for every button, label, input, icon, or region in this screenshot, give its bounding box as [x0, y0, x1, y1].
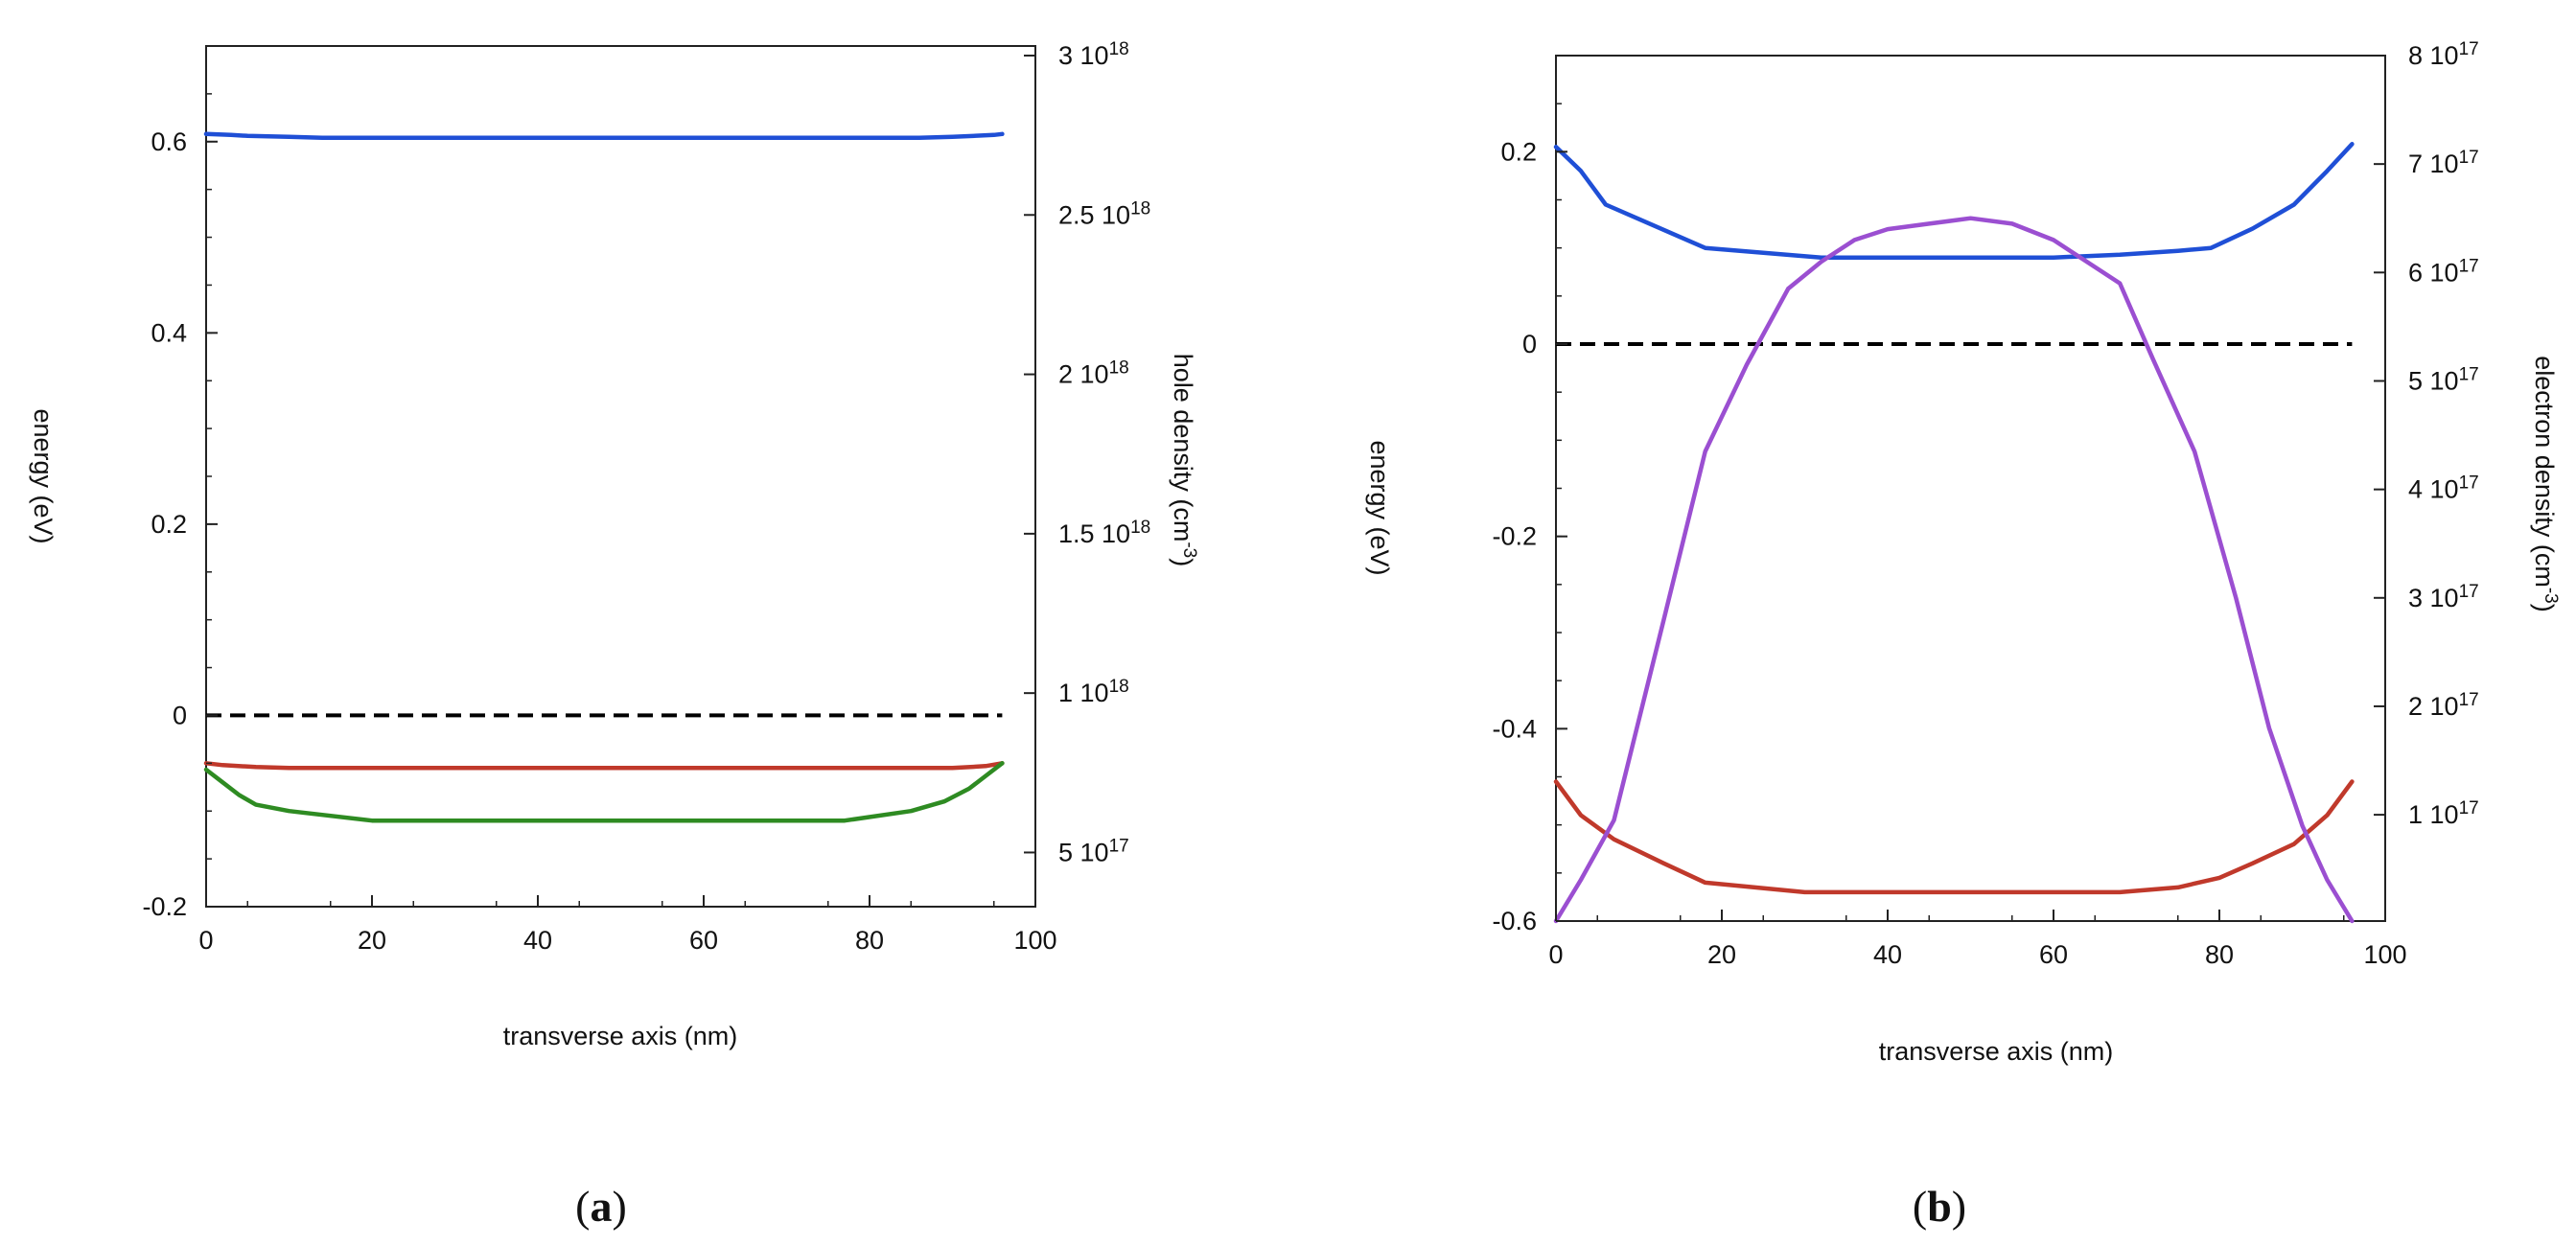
y-tick-label-b: -0.6 [1492, 907, 1537, 935]
y-tick-label-b: 0 [1522, 330, 1537, 358]
x-tick-label-a: 0 [198, 926, 213, 955]
y2-tick-label-b: 5 1017 [2408, 364, 2479, 396]
y-tick-label-a: 0.6 [151, 127, 187, 156]
y-tick-label-b: -0.4 [1492, 714, 1537, 743]
chart-panel-b: 0 20 40 60 80 100 -0.6 -0.4 -0.2 0 0.2 1 1017 2 1017… [1365, 39, 2562, 1232]
x-tick-label-b: 20 [1707, 940, 1736, 969]
series-group-a [203, 131, 1005, 823]
y2-axis-title-main-a: hole density (cm [1169, 354, 1197, 542]
y2-axis-title-sup-a: -3 [1180, 542, 1200, 558]
series-line-hole-density-a [203, 761, 1005, 823]
series-line-valence-band-a [203, 761, 1005, 771]
y-tick-label-a: -0.2 [142, 892, 187, 921]
x-tick-label-a: 60 [689, 926, 718, 955]
y2-axis-title-tail-b: ) [2530, 604, 2559, 612]
y2-axis-title-main-b: electron density (cm [2530, 356, 2559, 588]
x-axis-title-a: transverse axis (nm) [503, 1022, 738, 1050]
y2-tick-label-b: 7 1017 [2408, 148, 2479, 179]
y-axis-title-a: energy (eV) [29, 408, 58, 543]
x-tick-label-b: 60 [2039, 940, 2068, 969]
x-tick-label-b: 0 [1548, 940, 1563, 969]
y2-tick-label-b: 8 1017 [2408, 39, 2479, 71]
x-tick-label-b: 100 [2363, 940, 2406, 969]
x-tick-label-a: 80 [855, 926, 884, 955]
y2-axis-title-sup-b: -3 [2541, 588, 2562, 604]
x-tick-label-b: 80 [2205, 940, 2234, 969]
x-tick-label-b: 40 [1873, 940, 1902, 969]
y2-tick-label-b: 3 1017 [2408, 581, 2479, 612]
chart-panel-a: 0 20 40 60 80 100 -0.2 0 0.2 0.4 0.6 5 1017 1 1018 1.… [29, 38, 1200, 1231]
y-tick-label-a: 0.4 [151, 318, 187, 347]
y2-tick-label-a: 2 1018 [1058, 357, 1129, 389]
y2-axis-title-tail-a: ) [1169, 558, 1197, 566]
y2-axis-title-b: electron density (cm-3) [2530, 356, 2562, 612]
y-tick-label-b: 0.2 [1500, 137, 1537, 166]
panel-caption-a: (a) [575, 1182, 627, 1231]
y2-tick-label-a: 5 1017 [1058, 836, 1129, 867]
y2-tick-label-b: 6 1017 [2408, 256, 2479, 288]
y-tick-label-a: 0 [173, 701, 187, 729]
y-tick-label-b: -0.2 [1492, 522, 1537, 551]
y2-tick-label-a: 1 1018 [1058, 677, 1129, 708]
y2-tick-label-b: 1 1017 [2408, 798, 2479, 830]
y2-tick-label-b: 2 1017 [2408, 689, 2479, 721]
y2-tick-label-a: 2.5 1018 [1058, 198, 1150, 230]
y2-tick-label-a: 1.5 1018 [1058, 517, 1150, 548]
tick-group-a: 0 20 40 60 80 100 -0.2 0 0.2 0.4 0.6 5 1017 1 1018 1.… [142, 38, 1150, 955]
panel-caption-b: (b) [1913, 1182, 1966, 1231]
y2-tick-label-a: 3 1018 [1058, 38, 1129, 70]
y-tick-label-a: 0.2 [151, 510, 187, 539]
series-line-conduction-band-a [203, 131, 1005, 141]
series-line-conduction-band-b [1553, 142, 2355, 260]
tick-group-b: 0 20 40 60 80 100 -0.6 -0.4 -0.2 0 0.2 1 1017 2 1017… [1492, 39, 2478, 970]
panel-caption-letter-a: a [591, 1182, 613, 1231]
x-tick-label-a: 20 [358, 926, 386, 955]
panel-caption-letter-b: b [1927, 1182, 1952, 1231]
y2-tick-label-b: 4 1017 [2408, 473, 2479, 504]
x-axis-title-b: transverse axis (nm) [1879, 1037, 2114, 1066]
y2-axis-title-a: hole density (cm-3) [1169, 354, 1200, 567]
plot-frame-a [205, 45, 1036, 908]
y-axis-title-b: energy (eV) [1365, 440, 1394, 575]
series-line-valence-band-b [1553, 779, 2355, 895]
series-line-electron-density-b [1553, 216, 2355, 924]
x-tick-label-a: 40 [523, 926, 552, 955]
plot-frame-b [1555, 55, 2386, 922]
x-tick-label-a: 100 [1013, 926, 1056, 955]
series-group-b [1553, 142, 2355, 924]
